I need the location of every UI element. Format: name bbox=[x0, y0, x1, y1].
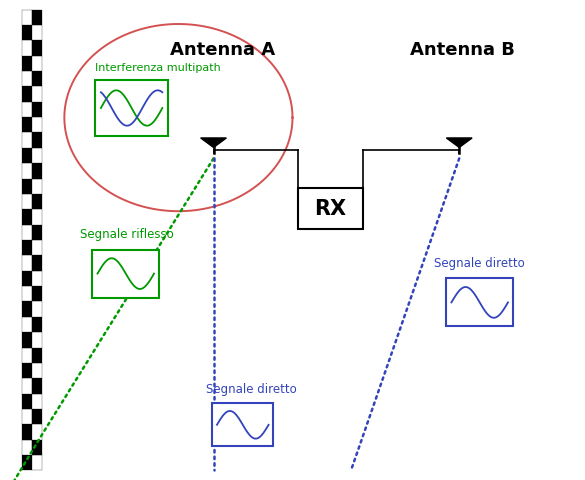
Bar bbox=[22, 440, 32, 455]
Text: Interferenza multipath: Interferenza multipath bbox=[95, 63, 221, 73]
Text: Segnale diretto: Segnale diretto bbox=[206, 383, 297, 396]
Bar bbox=[32, 332, 42, 348]
Text: Antenna A: Antenna A bbox=[170, 41, 275, 60]
Bar bbox=[446, 278, 514, 326]
Bar bbox=[22, 363, 32, 378]
Bar bbox=[22, 194, 32, 209]
Bar bbox=[22, 179, 32, 194]
Bar bbox=[22, 25, 32, 40]
Bar bbox=[22, 301, 32, 317]
Bar bbox=[22, 286, 32, 301]
Bar bbox=[22, 378, 32, 394]
Bar bbox=[22, 332, 32, 348]
Bar bbox=[22, 348, 32, 363]
Bar bbox=[32, 348, 42, 363]
Bar bbox=[32, 163, 42, 179]
Bar bbox=[22, 240, 32, 255]
Bar bbox=[22, 86, 32, 102]
Bar bbox=[92, 250, 159, 298]
Bar bbox=[32, 301, 42, 317]
Bar bbox=[32, 394, 42, 409]
Bar bbox=[22, 56, 32, 71]
Bar bbox=[22, 424, 32, 440]
Bar bbox=[22, 117, 32, 132]
Bar bbox=[32, 40, 42, 56]
Bar bbox=[32, 25, 42, 40]
Bar bbox=[32, 225, 42, 240]
Bar bbox=[22, 148, 32, 163]
Bar bbox=[22, 394, 32, 409]
Bar bbox=[32, 117, 42, 132]
Bar bbox=[32, 440, 42, 455]
Text: Antenna B: Antenna B bbox=[410, 41, 515, 60]
Bar bbox=[22, 102, 32, 117]
Bar bbox=[22, 455, 32, 470]
Bar bbox=[32, 240, 42, 255]
Bar bbox=[32, 409, 42, 424]
Bar bbox=[298, 189, 363, 229]
Bar bbox=[32, 424, 42, 440]
Bar bbox=[32, 71, 42, 86]
Bar bbox=[32, 286, 42, 301]
Bar bbox=[32, 317, 42, 332]
Bar bbox=[32, 194, 42, 209]
Bar bbox=[32, 56, 42, 71]
Bar bbox=[22, 132, 32, 148]
Bar bbox=[32, 132, 42, 148]
Text: RX: RX bbox=[315, 199, 346, 219]
Bar bbox=[32, 455, 42, 470]
Bar bbox=[32, 255, 42, 271]
Bar bbox=[32, 102, 42, 117]
Bar bbox=[95, 80, 168, 135]
Bar bbox=[22, 209, 32, 225]
Bar bbox=[22, 163, 32, 179]
Bar bbox=[22, 40, 32, 56]
Bar bbox=[212, 403, 274, 446]
Bar bbox=[22, 317, 32, 332]
Text: Segnale riflesso: Segnale riflesso bbox=[81, 228, 174, 241]
Bar bbox=[22, 409, 32, 424]
Text: Segnale diretto: Segnale diretto bbox=[434, 256, 525, 270]
Bar bbox=[22, 225, 32, 240]
Bar bbox=[32, 271, 42, 286]
Polygon shape bbox=[446, 138, 472, 147]
Bar bbox=[32, 86, 42, 102]
Bar bbox=[22, 71, 32, 86]
Polygon shape bbox=[201, 138, 226, 147]
Bar bbox=[32, 148, 42, 163]
Bar bbox=[22, 10, 32, 25]
Bar bbox=[32, 378, 42, 394]
Bar bbox=[32, 10, 42, 25]
Bar bbox=[32, 179, 42, 194]
Bar bbox=[22, 255, 32, 271]
Bar bbox=[32, 209, 42, 225]
Bar bbox=[22, 271, 32, 286]
Bar bbox=[32, 363, 42, 378]
